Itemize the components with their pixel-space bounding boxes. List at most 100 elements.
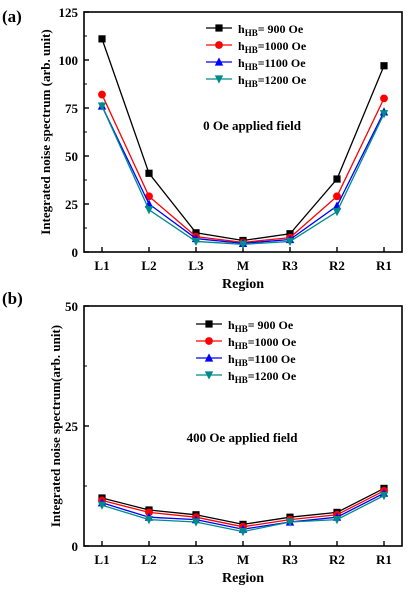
series-1 <box>98 90 388 247</box>
x-axis-title: Region <box>222 277 264 292</box>
x-axis-title: Region <box>222 571 264 586</box>
legend-label-main: h <box>238 73 245 87</box>
data-point <box>379 110 389 119</box>
legend-marker <box>214 57 224 66</box>
series-line <box>101 487 385 526</box>
data-point <box>380 94 388 103</box>
data-point <box>333 175 341 183</box>
legend-label-main: h <box>228 335 235 349</box>
x-tick-label: M <box>237 552 249 567</box>
legend-label-main: h <box>228 369 235 383</box>
x-tick-label: R3 <box>282 258 298 273</box>
legend-label: hHB= 900 Oe <box>238 22 304 38</box>
data-point <box>98 90 106 99</box>
legend-label: hHB=1100 Oe <box>238 56 306 72</box>
legend-label: hHB= 900 Oe <box>228 318 294 334</box>
x-tick-label: R2 <box>329 258 345 273</box>
legend-label-sub: HB <box>245 28 258 38</box>
legend-label: hHB=1000 Oe <box>238 39 307 55</box>
legend-marker <box>215 41 223 49</box>
x-tick-label: R1 <box>376 552 392 567</box>
legend-label-sub: HB <box>235 324 248 334</box>
series-3 <box>97 492 389 537</box>
legend-label-sub: HB <box>245 62 258 72</box>
x-tick-label: R1 <box>376 258 392 273</box>
field-annotation: 0 Oe applied field <box>203 118 302 133</box>
legend-label-main: h <box>238 39 245 53</box>
legend-label-sub: HB <box>245 45 258 55</box>
data-point <box>380 62 388 70</box>
data-point <box>379 492 389 501</box>
panel-b: (b) 0 25 50 L1 L2 L3 M R3 R2 R1 Region Integrated no… <box>2 289 403 586</box>
x-tick-label: R2 <box>329 552 345 567</box>
legend-marker <box>214 75 224 84</box>
x-tick-label: L1 <box>94 552 109 567</box>
data-point <box>144 516 154 525</box>
x-tick-label: L3 <box>188 552 204 567</box>
data-point <box>285 237 295 247</box>
data-point <box>191 518 201 527</box>
data-point <box>98 35 106 43</box>
y-tick-label: 125 <box>59 5 79 20</box>
x-tick-label: L1 <box>94 258 109 273</box>
x-tick-label: L3 <box>188 258 204 273</box>
data-point <box>191 237 201 247</box>
y-tick-label: 75 <box>65 101 79 116</box>
x-tick-label: L2 <box>141 552 156 567</box>
legend-label: hHB=1100 Oe <box>228 352 296 368</box>
legend-label-sub: HB <box>235 341 248 351</box>
data-point <box>145 508 153 517</box>
y-tick-label: 100 <box>59 53 79 68</box>
legend-label-rest: = 900 Oe <box>248 318 294 332</box>
y-tick-label: 0 <box>72 539 79 554</box>
y-axis-title: Integrated noise spectrum (arb. unit) <box>38 29 53 234</box>
legend-label-rest: = 900 Oe <box>258 22 304 36</box>
data-point <box>332 208 342 217</box>
data-point <box>332 516 342 525</box>
legend-marker <box>205 337 213 345</box>
legend-label-rest: =1200 Oe <box>248 369 297 383</box>
x-tick-label: R3 <box>282 552 298 567</box>
panel-a: (a) 0 25 50 75 100 125 L1 L2 L3 M R3 R2 R1 Region Integ… <box>2 5 403 292</box>
data-point <box>97 501 107 510</box>
data-point <box>238 240 248 249</box>
data-point <box>145 169 153 177</box>
y-tick-label: 50 <box>65 299 78 314</box>
x-tick-label: M <box>237 258 249 273</box>
panel-label: (a) <box>2 7 22 26</box>
legend-marker <box>204 371 214 380</box>
legend-marker <box>215 24 223 32</box>
legend-label: hHB=1200 Oe <box>238 73 307 89</box>
legend-label-main: h <box>228 318 235 332</box>
legend-label-main: h <box>228 352 235 366</box>
data-point <box>97 102 107 111</box>
series-0 <box>98 484 388 528</box>
data-point <box>144 206 154 215</box>
data-point <box>333 192 341 201</box>
legend-label: hHB=1200 Oe <box>228 369 297 385</box>
data-point <box>238 528 248 537</box>
legend-label-rest: =1000 Oe <box>258 39 307 53</box>
y-tick-label: 25 <box>65 197 79 212</box>
data-point <box>145 192 153 201</box>
y-tick-label: 0 <box>72 245 79 260</box>
legend-label: hHB=1000 Oe <box>228 335 297 351</box>
legend-label-sub: HB <box>235 358 248 368</box>
legend-label-rest: =1100 Oe <box>248 352 297 366</box>
field-annotation: 400 Oe applied field <box>187 430 299 445</box>
panel-label: (b) <box>2 289 23 308</box>
legend-label-main: h <box>238 22 245 36</box>
y-tick-label: 50 <box>65 149 78 164</box>
legend-marker <box>204 353 214 362</box>
legend-label-sub: HB <box>235 375 248 385</box>
legend-label-sub: HB <box>245 79 258 89</box>
series-3 <box>97 102 389 249</box>
legend-label-rest: =1000 Oe <box>248 335 297 349</box>
legend-marker <box>205 320 213 328</box>
x-tick-label: L2 <box>141 258 156 273</box>
legend-label-main: h <box>238 56 245 70</box>
y-axis-title: Integrated noise spectrum(arb. unit) <box>48 325 63 527</box>
